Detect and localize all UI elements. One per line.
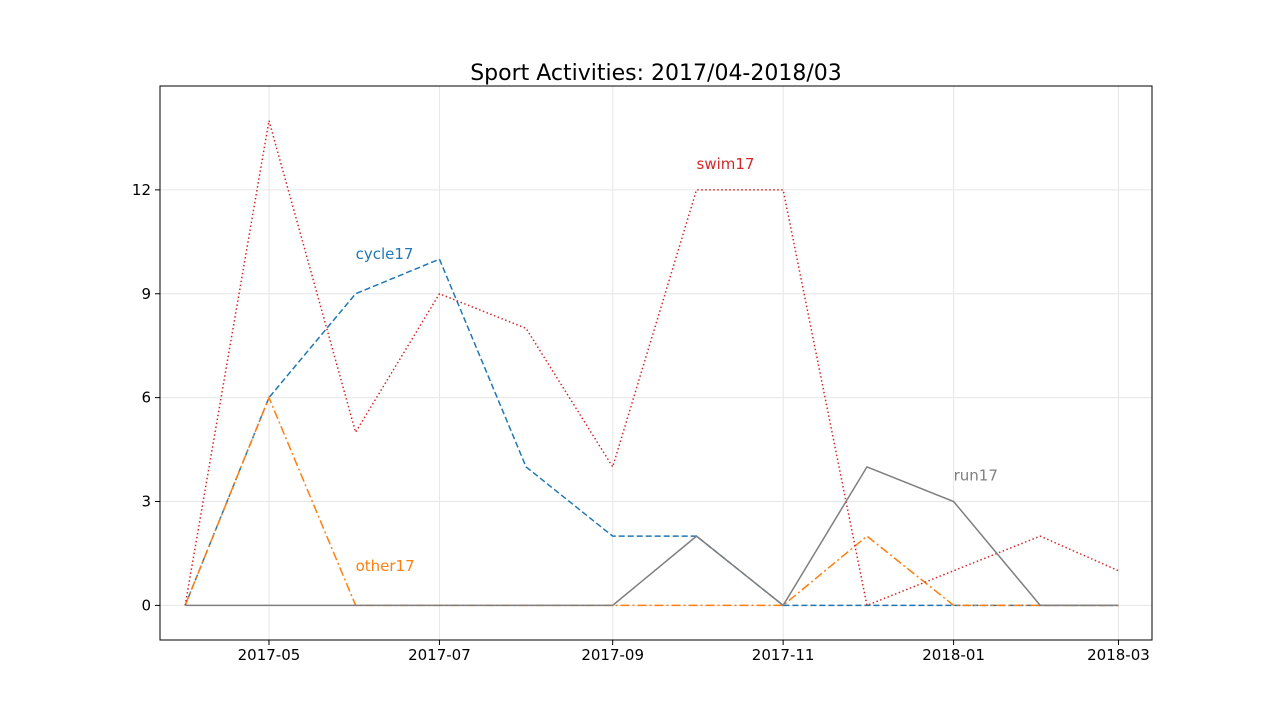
chart-title: Sport Activities: 2017/04-2018/03 [470, 61, 842, 86]
series-line-cycle17 [184, 258, 1119, 607]
series-line-run17 [185, 465, 1119, 607]
y-tick-label: 6 [141, 389, 151, 407]
x-tick-label: 2018-03 [1087, 646, 1150, 664]
series-line-other17 [184, 395, 1119, 607]
plot-frame [159, 85, 1153, 641]
series-label-other17: other17 [356, 557, 415, 575]
series-labels: cycle17 other17 swim17 run17 [356, 155, 998, 575]
axes: 2017-05 2017-07 2017-09 2017-11 2018-01 2018-… [132, 181, 1150, 664]
series-lines [184, 120, 1119, 607]
series-label-swim17: swim17 [697, 155, 755, 173]
y-tick-label: 0 [141, 596, 151, 614]
series-label-cycle17: cycle17 [356, 245, 414, 263]
x-tick-label: 2018-01 [922, 646, 985, 664]
grid [160, 86, 1152, 640]
series-label-run17: run17 [954, 467, 998, 485]
y-tick-label: 3 [141, 493, 151, 511]
x-tick-label: 2017-05 [238, 646, 301, 664]
x-tick-label: 2017-07 [408, 646, 471, 664]
y-tick-label: 12 [132, 181, 151, 199]
x-tick-label: 2017-11 [752, 646, 815, 664]
y-tick-label: 9 [141, 285, 151, 303]
x-tick-label: 2017-09 [581, 646, 644, 664]
series-line-swim17 [184, 120, 1119, 607]
